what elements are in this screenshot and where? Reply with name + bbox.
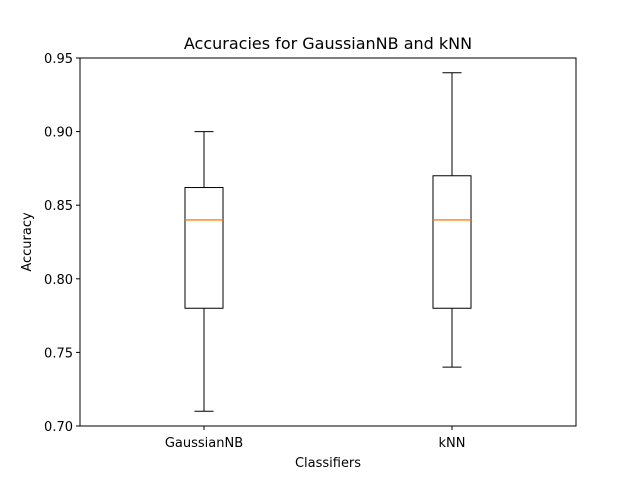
x-axis-label: Classifiers: [295, 456, 361, 471]
y-tick-label: 0.95: [44, 52, 73, 67]
iqr-box: [432, 175, 472, 309]
x-tick-label: GaussianNB: [165, 436, 243, 451]
y-axis-label: Accuracy: [20, 212, 35, 272]
boxes: [184, 72, 472, 412]
iqr-box: [184, 187, 224, 309]
y-tick-label: 0.85: [44, 199, 73, 214]
chart-title: Accuracies for GaussianNB and kNN: [184, 34, 472, 53]
y-tick-label: 0.75: [44, 346, 73, 361]
y-tick-label: 0.90: [44, 126, 73, 141]
y-tick-label: 0.70: [44, 420, 73, 435]
plot-area-frame: [79, 57, 577, 427]
box-knn: [432, 72, 472, 368]
y-axis: 0.70 0.75 0.80 0.85 0.90 0.95: [44, 52, 80, 435]
x-axis: GaussianNB kNN: [165, 426, 466, 451]
y-tick-label: 0.80: [44, 273, 73, 288]
box-gaussiannb: [184, 131, 224, 412]
x-tick-label: kNN: [439, 436, 466, 451]
